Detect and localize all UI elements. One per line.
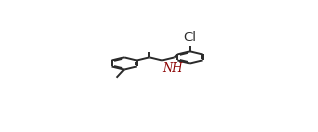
- Text: NH: NH: [162, 62, 183, 75]
- Text: Cl: Cl: [183, 31, 197, 44]
